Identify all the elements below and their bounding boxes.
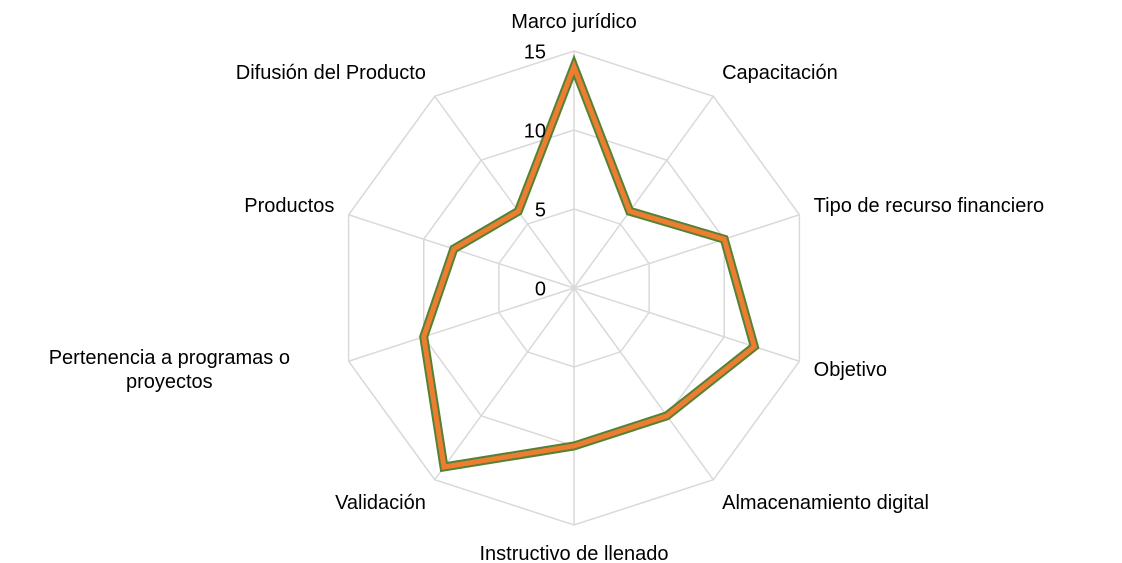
category-label: Capacitación <box>722 61 838 84</box>
axis-tick-label: 0 <box>535 278 546 300</box>
spoke <box>348 287 575 362</box>
spoke <box>434 95 575 289</box>
category-label: Validación <box>335 492 426 515</box>
axis-tick-label: 5 <box>535 199 546 221</box>
category-label: Productos <box>244 194 335 217</box>
series-line <box>421 59 758 470</box>
spoke <box>573 287 800 362</box>
spoke <box>573 287 714 481</box>
category-label: Difusión del Producto <box>235 61 426 84</box>
category-label: Almacenamiento digital <box>722 492 929 515</box>
category-label: Marco jurídico <box>511 11 637 33</box>
spoke <box>573 95 714 289</box>
spoke <box>348 214 575 289</box>
spoke <box>434 287 575 481</box>
category-label: Instructivo de llenado <box>479 543 669 563</box>
category-label: Pertenencia a programas o proyectos <box>48 347 290 394</box>
category-label: Objetivo <box>813 359 888 382</box>
category-label: Tipo de recurso financiero <box>813 194 1045 217</box>
spoke <box>573 214 800 289</box>
axis-tick-label: 10 <box>524 120 546 142</box>
axis-tick-label: 15 <box>524 41 546 63</box>
